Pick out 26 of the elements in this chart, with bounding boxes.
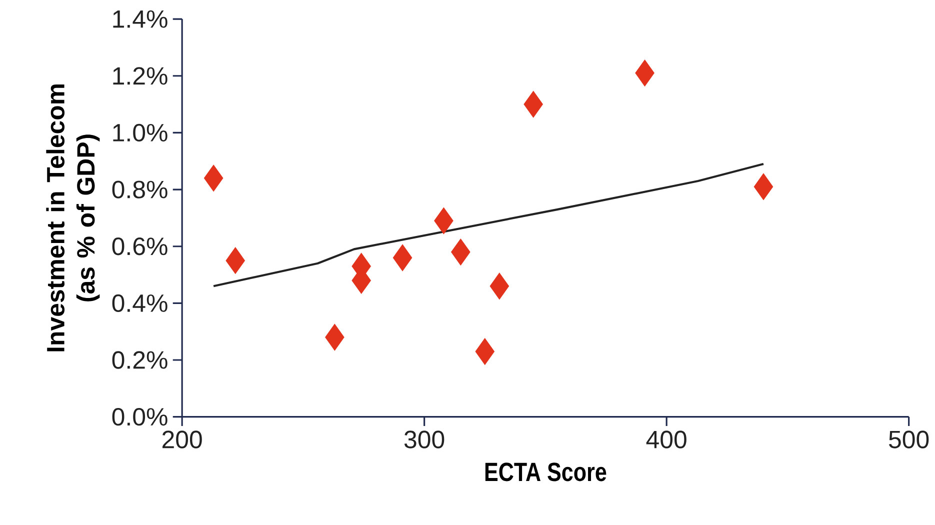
point: [451, 238, 470, 266]
point: [392, 244, 412, 272]
line-series: [212, 162, 765, 288]
point: [754, 173, 774, 200]
x-tick-label: 400: [646, 430, 686, 448]
point: [325, 324, 344, 351]
y-tick-label: 0.2%: [112, 351, 168, 369]
y-tick-label: 0.8%: [112, 180, 168, 198]
point: [635, 60, 654, 87]
point: [204, 164, 224, 192]
y-tick-label: 0.6%: [112, 238, 168, 256]
y-tick-label: 0.4%: [112, 294, 168, 312]
point: [490, 272, 510, 300]
point: [226, 247, 245, 274]
point: [475, 338, 495, 365]
y-tick-label: 0.0%: [112, 408, 168, 426]
y-tick-label: 1.2%: [113, 67, 168, 85]
y-axis-title: Investment in Telecom (as % of GDP): [46, 84, 100, 352]
x-tick-label: 200: [162, 430, 202, 448]
point: [434, 207, 454, 234]
point: [524, 90, 543, 118]
y-tick-label: 1.0%: [113, 124, 168, 142]
x-axis-title: ECTA Score: [485, 462, 606, 482]
x-tick-label: 500: [888, 430, 929, 448]
x-tick-label: 300: [404, 430, 444, 448]
y-tick-label: 1.4%: [113, 10, 168, 28]
